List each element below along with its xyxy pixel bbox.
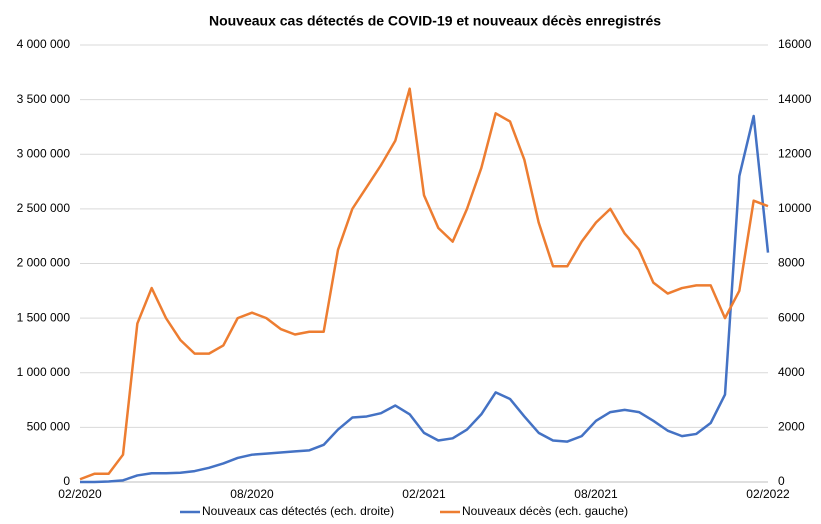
legend-label: Nouveaux cas détectés (ech. droite) [202,504,394,518]
y-tick-label: 2 000 000 [17,256,71,270]
y-tick-label: 3 000 000 [17,146,71,160]
y-tick-label: 4 000 000 [17,37,71,51]
y-tick-label: 0 [63,474,70,488]
y2-tick-label: 10000 [778,201,812,215]
series-line [80,114,770,484]
y2-tick-label: 12000 [778,146,812,160]
y2-tick-label: 8000 [778,256,805,270]
chart-title: Nouveaux cas détectés de COVID-19 et nou… [209,13,661,29]
y-tick-label: 1 500 000 [17,310,71,324]
x-tick-label: 02/2022 [746,487,790,501]
x-tick-label: 02/2021 [402,487,446,501]
y2-tick-label: 16000 [778,37,812,51]
legend-label: Nouveaux décès (ech. gauche) [462,504,628,518]
x-tick-label: 08/2021 [574,487,618,501]
x-tick-label: 02/2020 [58,487,102,501]
y2-tick-label: 4000 [778,365,805,379]
y-tick-label: 500 000 [27,420,71,434]
y-tick-label: 3 500 000 [17,92,71,106]
y2-tick-label: 6000 [778,310,805,324]
y-tick-label: 1 000 000 [17,365,71,379]
series-line [79,87,769,481]
y-tick-label: 2 500 000 [17,201,71,215]
y2-tick-label: 0 [778,474,785,488]
y2-tick-label: 2000 [778,420,805,434]
y2-tick-label: 14000 [778,92,812,106]
x-tick-label: 08/2020 [230,487,274,501]
